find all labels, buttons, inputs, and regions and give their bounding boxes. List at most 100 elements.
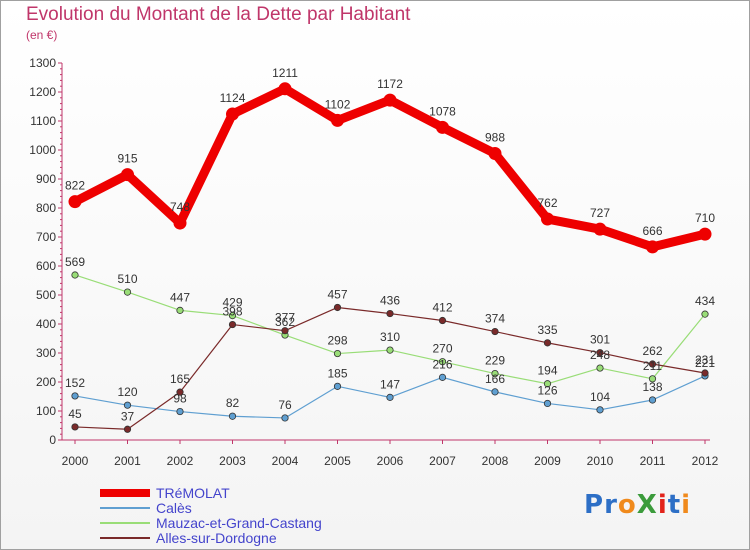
- data-label: 1211: [272, 66, 298, 80]
- data-label: 988: [485, 130, 505, 144]
- x-tick-label: 2010: [587, 454, 614, 468]
- data-point: [123, 425, 132, 433]
- data-point: [596, 349, 604, 357]
- data-label: 194: [537, 364, 557, 378]
- y-tick-label: 800: [36, 201, 56, 215]
- x-tick-label: 2004: [272, 454, 299, 468]
- data-label: 412: [432, 301, 452, 315]
- data-point: [333, 382, 342, 390]
- y-tick-label: 300: [36, 346, 56, 360]
- data-point: [228, 320, 237, 329]
- data-label: 37: [121, 409, 135, 423]
- y-tick-label: 0: [49, 433, 56, 447]
- data-point: [438, 316, 447, 325]
- legend-label: TRéMOLAT: [156, 485, 230, 501]
- data-point: [333, 349, 342, 358]
- data-point: [596, 406, 604, 414]
- data-point: [281, 414, 289, 422]
- x-tick-label: 2007: [429, 454, 456, 468]
- data-point: [228, 311, 237, 320]
- data-point: [386, 346, 394, 354]
- data-label: 377: [275, 311, 295, 325]
- data-label: 45: [68, 407, 82, 421]
- data-label: 915: [117, 152, 137, 166]
- y-tick-label: 600: [36, 259, 56, 273]
- data-label: 374: [485, 312, 505, 326]
- logo-letter: t: [667, 490, 682, 520]
- data-point: [488, 146, 502, 160]
- x-tick-label: 2008: [482, 454, 509, 468]
- data-label: 76: [278, 398, 292, 412]
- x-tick-label: 2005: [324, 454, 351, 468]
- logo-letter: P: [584, 490, 605, 520]
- data-label: 165: [170, 372, 190, 386]
- data-point: [543, 399, 552, 408]
- legend-swatch: [100, 522, 150, 524]
- data-point: [646, 240, 659, 254]
- y-tick-label: 1100: [30, 114, 56, 128]
- data-point: [71, 271, 79, 279]
- data-label: 147: [380, 377, 400, 391]
- data-point: [176, 388, 184, 396]
- data-label: 710: [695, 211, 715, 225]
- data-label: 447: [170, 290, 190, 304]
- data-label: 1102: [325, 97, 351, 111]
- data-point: [438, 358, 447, 366]
- data-point: [701, 310, 709, 318]
- data-label: 1172: [377, 77, 403, 91]
- data-label: 98: [173, 392, 187, 406]
- data-label: 298: [327, 334, 347, 348]
- data-point: [543, 380, 552, 388]
- data-point: [698, 227, 712, 241]
- data-point: [121, 168, 134, 182]
- data-label: 310: [380, 330, 400, 344]
- x-tick-label: 2009: [534, 454, 561, 468]
- data-label: 510: [117, 272, 137, 286]
- data-point: [383, 93, 397, 107]
- data-label: 126: [537, 383, 557, 397]
- y-tick-label: 1300: [29, 56, 56, 70]
- data-point: [648, 396, 657, 404]
- proxiti-logo: ProXiti: [584, 490, 691, 520]
- y-tick-label: 1200: [29, 85, 56, 99]
- legend-swatch: [100, 507, 150, 509]
- logo-letter: r: [604, 490, 618, 520]
- axes: 0 100 200 300 400 500 600 700 800 900 1000 1100 1200…: [29, 56, 718, 468]
- legend-label: Mauzac-et-Grand-Castang: [156, 515, 322, 531]
- series-line-3: [74, 306, 706, 430]
- y-tick-label: 100: [36, 404, 56, 418]
- data-label: 104: [590, 390, 610, 404]
- data-point: [281, 327, 289, 335]
- data-point: [278, 82, 292, 96]
- data-label: 221: [695, 356, 715, 370]
- data-label: 152: [65, 376, 85, 390]
- data-point: [648, 375, 657, 383]
- data-point: [491, 327, 499, 336]
- legend-label: Calès: [156, 500, 192, 516]
- data-label: 398: [222, 305, 242, 319]
- data-label: 762: [537, 196, 557, 210]
- data-label: 248: [590, 348, 610, 362]
- data-point: [541, 212, 554, 226]
- data-point: [436, 120, 449, 134]
- data-label: 727: [590, 206, 610, 220]
- data-point: [543, 339, 552, 347]
- data-point: [331, 113, 344, 127]
- y-tick-label: 400: [36, 317, 56, 331]
- data-label: 335: [537, 323, 557, 337]
- data-point: [123, 288, 132, 296]
- data-point: [173, 216, 187, 230]
- data-label: 457: [327, 287, 347, 301]
- logo-letter: o: [617, 490, 637, 520]
- data-label: 120: [117, 385, 137, 399]
- x-tick-label: 2011: [640, 454, 666, 468]
- data-label: 229: [485, 354, 505, 368]
- data-label: 301: [590, 333, 610, 347]
- data-label: 569: [65, 255, 85, 269]
- data-label: 270: [432, 342, 452, 356]
- data-label: 436: [380, 294, 400, 308]
- y-tick-label: 1000: [29, 143, 56, 157]
- data-point: [593, 222, 607, 236]
